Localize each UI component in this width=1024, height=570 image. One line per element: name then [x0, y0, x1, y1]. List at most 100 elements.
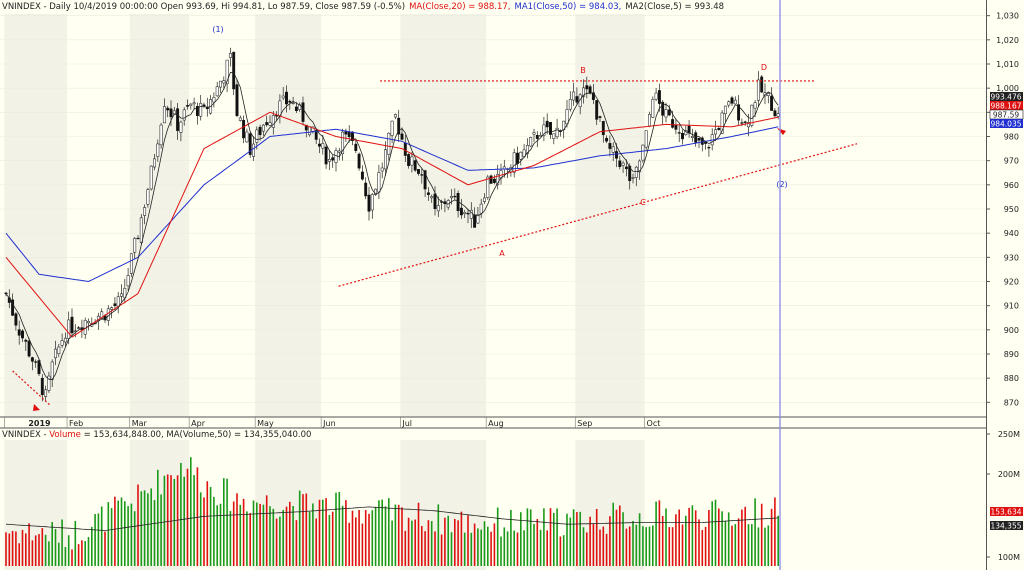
candle-down	[235, 84, 239, 116]
candle-up	[146, 189, 150, 205]
price-tick-label: 950	[1004, 205, 1019, 214]
volume-bar-up	[110, 508, 113, 566]
volume-bar-down	[18, 543, 20, 566]
volume-bar-down	[424, 531, 426, 566]
price-header: VNINDEX - Daily 10/4/2019 00:00:00 Open …	[2, 2, 724, 12]
volume-bar-up	[143, 490, 146, 566]
candle-down	[598, 116, 602, 118]
volume-bar-down	[355, 517, 357, 566]
price-axis: 1,0301,0201,0101,00099098097096095094093…	[986, 12, 1024, 407]
volume-bar-up	[388, 498, 390, 566]
volume-bar-up	[496, 507, 499, 566]
volume-bar-down	[71, 549, 73, 566]
volume-bar-down	[34, 535, 37, 566]
candle-up	[532, 132, 536, 135]
candle-down	[575, 96, 579, 103]
volume-bar-up	[513, 530, 515, 566]
candle-up	[723, 105, 727, 114]
volume-bar-up	[87, 537, 90, 566]
candle-up	[747, 122, 750, 128]
month-label: Feb	[69, 419, 83, 428]
volume-header-sep: -	[41, 430, 49, 440]
candle-down	[743, 121, 747, 123]
candle-down	[11, 299, 15, 316]
candle-down	[397, 117, 401, 135]
volume-header-symbol: VNINDEX	[2, 430, 41, 440]
volume-bar-up	[223, 478, 225, 566]
candle-up	[572, 91, 576, 101]
volume-bar-up	[226, 478, 228, 566]
volume-bar-down	[546, 530, 548, 566]
volume-bar-up	[160, 494, 162, 566]
candle-down	[615, 151, 618, 159]
annotations: (1) (2) A B C D	[12, 25, 858, 411]
candle-up	[54, 348, 57, 359]
header-lo-label: , Lo	[262, 2, 280, 12]
candle-down	[545, 120, 549, 128]
price-tick-label: 880	[1004, 374, 1019, 383]
candle-down	[186, 105, 189, 107]
volume-bar-up	[374, 507, 377, 566]
volume-bar-down	[770, 508, 773, 566]
price-marker	[990, 101, 1023, 110]
candle-down	[40, 377, 44, 396]
candle-down	[417, 169, 420, 174]
candle-down	[585, 85, 589, 90]
volume-bar-up	[500, 536, 502, 566]
point-a-label: A	[499, 249, 505, 258]
volume-bar-down	[81, 540, 83, 566]
volume-bar-up	[711, 501, 713, 566]
volume-bar-up	[648, 526, 651, 566]
volume-header-values: = 153,634,848.00, MA(Volume,50) = 134,35…	[81, 430, 312, 440]
arrow-down-icon	[33, 404, 40, 411]
candle-down	[169, 108, 173, 118]
volume-bar-down	[259, 503, 261, 566]
candle-down	[202, 104, 206, 107]
volume-bar-up	[685, 515, 687, 566]
volume-bar-down	[586, 532, 588, 566]
candle-down	[661, 101, 665, 116]
volume-bar-down	[694, 510, 697, 566]
volume-bar-down	[176, 475, 179, 566]
volume-month-band	[129, 440, 190, 570]
volume-bar-up	[463, 532, 466, 566]
candle-up	[57, 346, 61, 354]
candle-down	[21, 330, 24, 339]
candle-up	[47, 375, 51, 391]
volume-bar-up	[298, 490, 301, 566]
volume-bar-down	[619, 505, 621, 566]
candle-up	[776, 113, 780, 117]
candle-up	[252, 143, 255, 157]
candle-down	[423, 170, 427, 190]
volume-bar-up	[751, 524, 753, 566]
volume-bar-up	[582, 527, 585, 566]
candle-up	[631, 177, 635, 179]
volume-bar-up	[256, 502, 258, 566]
volume-bar-down	[265, 495, 268, 566]
volume-marker	[990, 521, 1023, 530]
volume-bar-up	[777, 515, 779, 566]
volume-bar-up	[100, 506, 103, 566]
volume-bar-down	[25, 533, 27, 566]
candle-up	[255, 129, 259, 143]
volume-bar-down	[698, 519, 700, 566]
volume-bar-down	[196, 467, 199, 566]
candle-up	[479, 203, 483, 214]
candle-up	[334, 150, 338, 163]
candle-down	[707, 147, 711, 149]
volume-bar-down	[668, 527, 671, 566]
candle-down	[737, 104, 741, 121]
volume-marker-label: 153,634	[990, 508, 1021, 517]
candle-down	[453, 195, 457, 198]
candle-down	[674, 124, 678, 130]
candle-down	[364, 182, 368, 197]
candle-up	[393, 114, 397, 118]
volume-bar-up	[691, 505, 694, 566]
candle-down	[697, 138, 701, 141]
candle-down	[420, 174, 424, 176]
header-hi-label: , Hi	[216, 2, 233, 12]
volume-bar-down	[137, 484, 139, 566]
volume-bar-down	[206, 481, 209, 566]
volume-bar-up	[292, 505, 294, 566]
candle-up	[281, 95, 285, 99]
